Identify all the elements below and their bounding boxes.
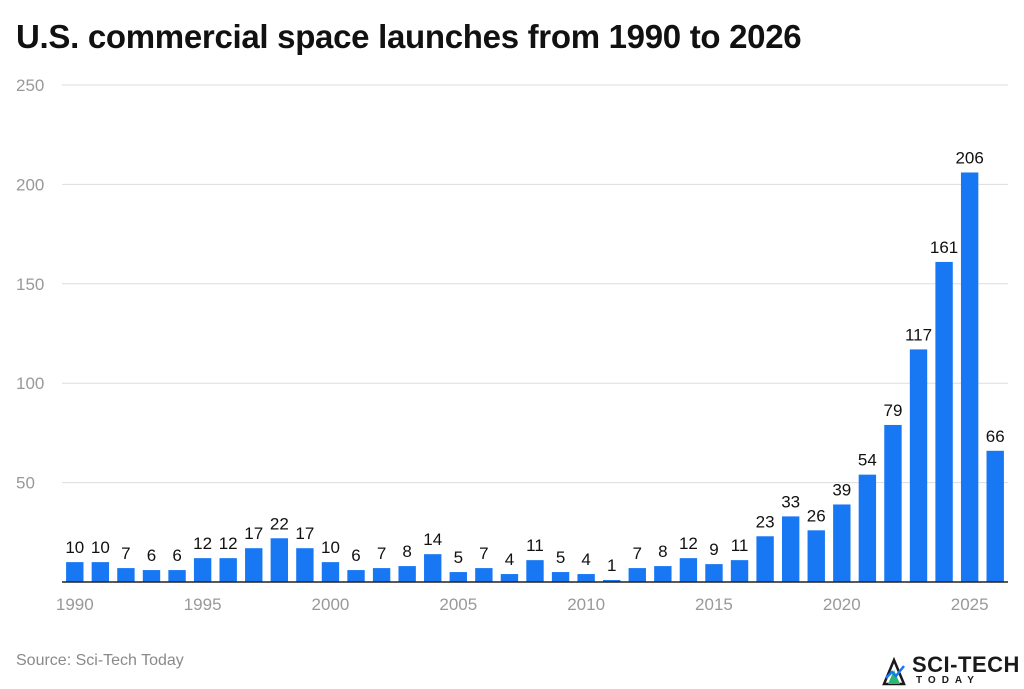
- data-label-1995: 12: [193, 534, 212, 553]
- data-label-2005: 5: [454, 548, 463, 567]
- logo-mark-icon: [882, 656, 906, 686]
- bar-1998: [270, 538, 289, 582]
- logo-sub-text: TODAY: [916, 675, 980, 686]
- bar-2020: [833, 504, 851, 582]
- bars: [66, 172, 1004, 583]
- data-label-2009: 5: [556, 548, 565, 567]
- bar-2005: [449, 572, 467, 582]
- data-label-2008: 11: [526, 536, 544, 555]
- bar-1996: [219, 558, 237, 582]
- logo-brand-text: SCI-TECH: [912, 652, 1020, 677]
- chart-title: U.S. commercial space launches from 1990…: [16, 18, 802, 55]
- data-label-2019: 26: [807, 506, 826, 525]
- bar-2023: [909, 349, 928, 582]
- data-label-2022: 79: [883, 401, 902, 420]
- data-label-2014: 12: [679, 534, 698, 553]
- data-label-2001: 6: [351, 546, 360, 565]
- data-label-1992: 7: [121, 544, 130, 563]
- bar-1997: [245, 548, 263, 582]
- x-tick-label: 1990: [56, 595, 94, 614]
- data-label-2020: 39: [832, 480, 851, 499]
- bar-2001: [347, 570, 365, 582]
- data-label-2025: 206: [955, 148, 983, 167]
- bar-2015: [705, 564, 723, 582]
- x-tick-label: 2025: [951, 595, 989, 614]
- bar-1999: [296, 548, 314, 582]
- data-label-2004: 14: [423, 530, 442, 549]
- bar-2018: [781, 516, 800, 582]
- data-label-2010: 4: [581, 550, 590, 569]
- bar-2022: [884, 424, 902, 582]
- x-tick-label: 2010: [567, 595, 605, 614]
- source-note: Source: Sci-Tech Today: [16, 652, 184, 669]
- y-tick-label: 50: [16, 474, 35, 493]
- bar-2024: [935, 261, 953, 582]
- data-label-2024: 161: [930, 238, 958, 257]
- data-label-2013: 8: [658, 542, 667, 561]
- bar-2026: [986, 450, 1004, 582]
- bar-2019: [807, 530, 825, 582]
- data-label-2003: 8: [402, 542, 411, 561]
- data-label-2016: 11: [731, 536, 749, 555]
- y-tick-label: 250: [16, 76, 44, 95]
- data-label-2012: 7: [633, 544, 642, 563]
- bar-2016: [730, 560, 749, 582]
- x-tick-label: 2020: [823, 595, 861, 614]
- data-label-1999: 17: [295, 524, 314, 543]
- bar-2000: [321, 562, 340, 582]
- gridlines: 50 100 150 200 250: [16, 76, 1008, 493]
- data-label-2007: 4: [505, 550, 514, 569]
- x-tick-label: 1995: [184, 595, 222, 614]
- bar-1992: [117, 568, 135, 582]
- data-label-1997: 17: [244, 524, 263, 543]
- bar-2013: [654, 566, 672, 582]
- bar-1993: [142, 570, 161, 582]
- bar-2003: [398, 566, 416, 582]
- bar-1994: [168, 570, 186, 582]
- data-label-2017: 23: [756, 512, 775, 531]
- data-label-1993: 6: [147, 546, 156, 565]
- data-label-2018: 33: [781, 492, 800, 511]
- bar-2012: [628, 568, 646, 582]
- data-label-1990: 10: [65, 538, 84, 557]
- data-label-2000: 10: [321, 538, 340, 557]
- sci-tech-today-logo: SCI-TECH TODAY: [882, 652, 1024, 689]
- bar-2004: [424, 554, 442, 582]
- bar-1991: [91, 562, 110, 582]
- bar-2002: [372, 568, 391, 582]
- data-label-2026: 66: [986, 427, 1005, 446]
- bar-2025: [960, 172, 979, 583]
- bar-2009: [551, 572, 570, 582]
- data-label-2021: 54: [858, 451, 877, 470]
- bar-1995: [193, 558, 212, 582]
- bar-2007: [500, 574, 519, 582]
- bar-2010: [577, 574, 595, 582]
- x-tick-label: 2000: [312, 595, 350, 614]
- bar-2006: [475, 568, 493, 582]
- x-tick-label: 2005: [439, 595, 477, 614]
- y-tick-label: 200: [16, 175, 44, 194]
- bar-2021: [858, 474, 877, 582]
- data-label-1991: 10: [91, 538, 110, 557]
- data-label-2015: 9: [709, 540, 718, 559]
- bar-2017: [756, 536, 774, 582]
- data-label-1998: 22: [270, 514, 289, 533]
- bar-2008: [526, 560, 544, 582]
- data-label-2023: 117: [905, 325, 932, 344]
- data-label-1996: 12: [219, 534, 238, 553]
- data-label-2002: 7: [377, 544, 386, 563]
- axes: 1990 1995 2000 2005 2010 2015 2020 2025: [56, 581, 1008, 614]
- y-tick-label: 100: [16, 374, 44, 393]
- bar-2014: [679, 558, 698, 582]
- y-tick-label: 150: [16, 275, 44, 294]
- data-label-2011: 1: [607, 556, 616, 575]
- bar-1990: [66, 562, 84, 582]
- bar-2011: [603, 580, 621, 582]
- data-label-1994: 6: [172, 546, 181, 565]
- data-label-2006: 7: [479, 544, 488, 563]
- x-tick-label: 2015: [695, 595, 733, 614]
